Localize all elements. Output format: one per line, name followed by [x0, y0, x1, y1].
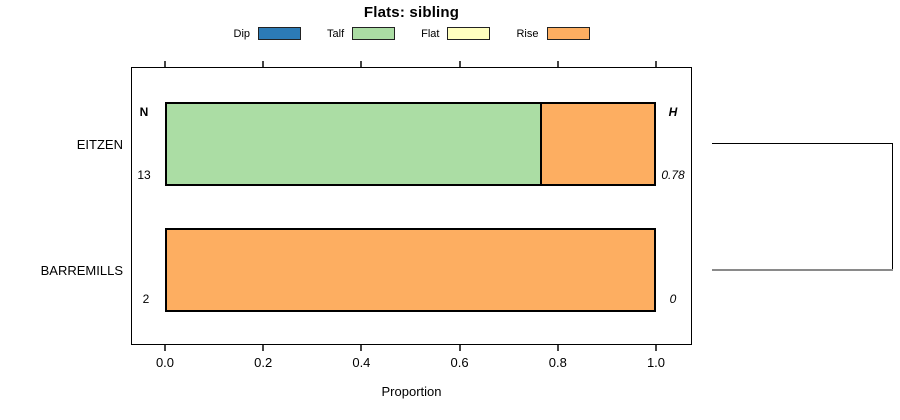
bar-segment-talf: [167, 104, 542, 184]
h-value-eitzen: 0.78: [661, 168, 685, 182]
x-tick-bottom: [164, 345, 166, 351]
x-tick-label: 0.6: [450, 355, 469, 370]
legend-swatch-flat-icon: [447, 27, 491, 40]
n-value-barremills: 2: [142, 292, 150, 306]
x-tick-label: 0.4: [352, 355, 371, 370]
legend-item-talf: Talf: [327, 27, 396, 40]
x-tick-label: 0.0: [155, 355, 175, 370]
row-label-barremills: BARREMILLS: [40, 263, 123, 278]
legend-label-flat: Flat: [421, 27, 440, 40]
x-tick-label: 0.8: [548, 355, 567, 370]
legend-swatch-dip-icon: [258, 27, 302, 40]
x-tick-top: [164, 61, 166, 67]
legend-label-talf: Talf: [327, 27, 345, 40]
legend-item-rise: Rise: [516, 27, 590, 40]
legend-swatch-talf-icon: [352, 27, 396, 40]
bar-segment-rise: [541, 104, 654, 184]
n-value-eitzen: 13: [137, 168, 151, 182]
x-tick-bottom: [360, 345, 363, 351]
bar-segment-rise: [167, 230, 654, 310]
legend-swatch-rise-icon: [546, 27, 590, 40]
legend-item-dip: Dip: [234, 27, 302, 40]
x-axis-title: Proportion: [381, 384, 442, 399]
chart-title: Flats: sibling: [363, 4, 460, 21]
x-tick-top: [458, 61, 461, 67]
x-tick-bottom: [655, 345, 657, 351]
legend-item-flat: Flat: [421, 27, 491, 40]
x-tick-label: 1.0: [646, 355, 666, 370]
bar-eitzen: [165, 102, 656, 186]
legend-label-rise: Rise: [516, 27, 539, 40]
x-tick-bottom: [458, 345, 461, 351]
x-tick-top: [655, 61, 657, 67]
x-tick-top: [556, 61, 559, 67]
x-tick-top: [360, 61, 363, 67]
x-tick-bottom: [556, 345, 559, 351]
dendrogram-branch-bottom: [712, 269, 893, 271]
x-tick-label: 0.2: [254, 355, 273, 370]
dendrogram-join: [891, 143, 893, 271]
h-column-header: H: [668, 105, 678, 119]
bar-barremills: [165, 228, 656, 312]
h-value-barremills: 0: [669, 292, 677, 306]
x-tick-bottom: [262, 345, 265, 351]
n-column-header: N: [139, 105, 149, 119]
dendrogram-branch-top: [712, 143, 893, 144]
x-tick-top: [262, 61, 265, 67]
row-label-eitzen: EITZEN: [76, 137, 123, 152]
legend-label-dip: Dip: [233, 27, 251, 40]
legend: Dip Talf Flat Rise: [131, 27, 692, 40]
